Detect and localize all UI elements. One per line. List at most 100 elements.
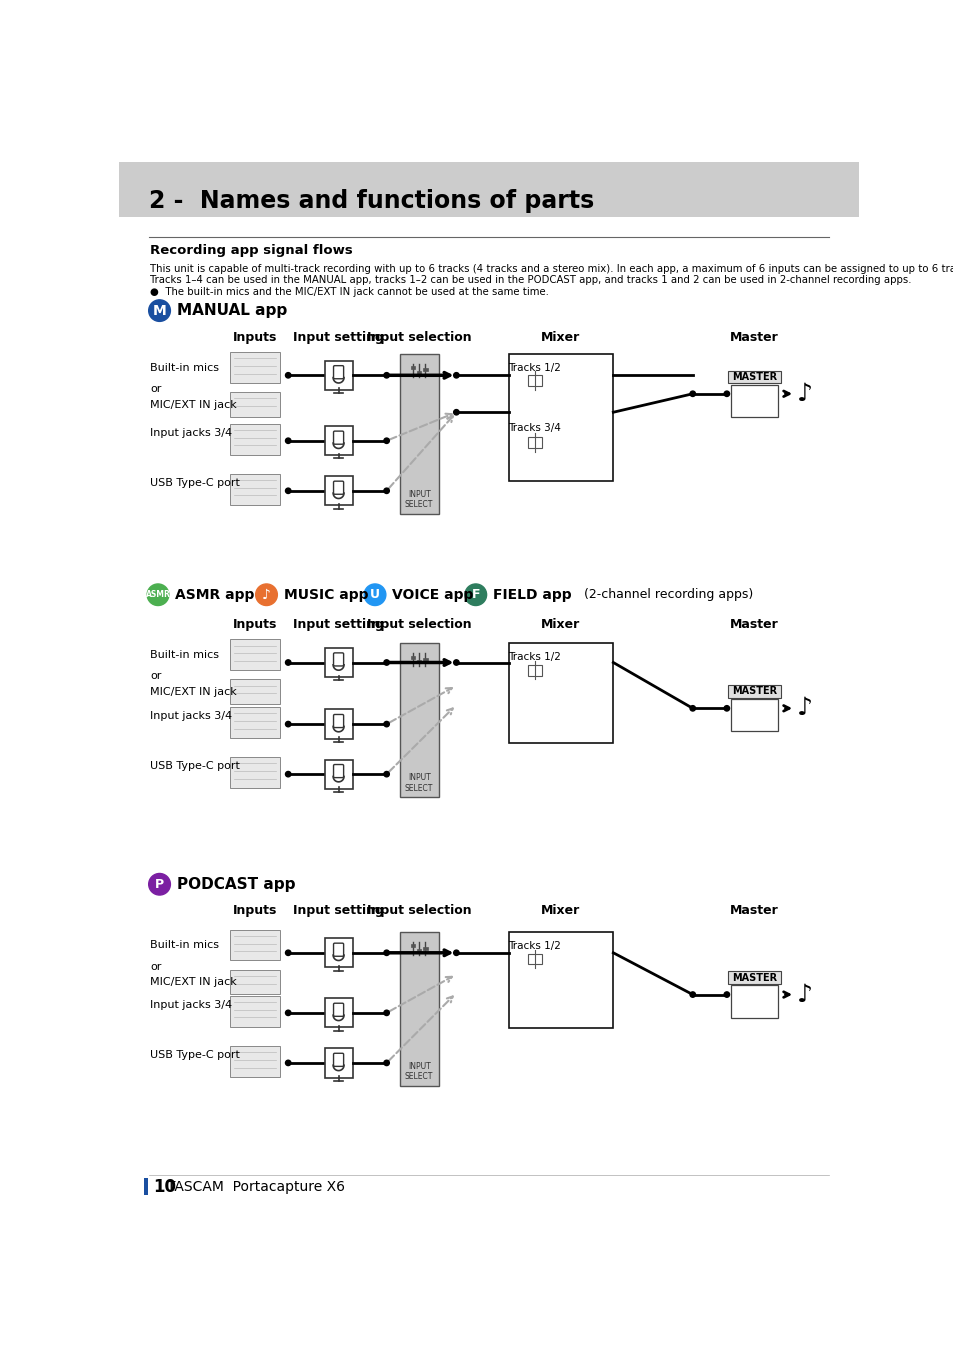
Bar [230, 757, 280, 788]
Bar [508, 931, 613, 1029]
Text: Recording app signal flows: Recording app signal flows [150, 244, 353, 256]
Text: Tracks 1/2: Tracks 1/2 [508, 363, 560, 373]
Circle shape [285, 489, 291, 494]
FancyBboxPatch shape [334, 944, 343, 956]
FancyBboxPatch shape [334, 1053, 343, 1066]
Text: INPUT
SELECT: INPUT SELECT [405, 774, 433, 792]
Bar [230, 393, 280, 417]
Circle shape [383, 373, 389, 378]
Text: ♪: ♪ [262, 587, 271, 602]
Bar [422, 657, 427, 661]
Text: 2 -  Names and functions of parts: 2 - Names and functions of parts [149, 189, 594, 212]
Text: MIC/EXT IN jack: MIC/EXT IN jack [150, 687, 236, 697]
Text: ASMR app: ASMR app [174, 587, 254, 602]
Text: or: or [150, 385, 161, 394]
FancyBboxPatch shape [334, 481, 343, 494]
Text: Built-in mics: Built-in mics [150, 940, 219, 950]
Text: Input jacks 3/4: Input jacks 3/4 [150, 1000, 233, 1010]
Bar [728, 972, 781, 984]
Circle shape [383, 660, 389, 666]
Bar [230, 424, 280, 455]
Circle shape [723, 706, 729, 711]
Text: Mixer: Mixer [540, 618, 580, 630]
Circle shape [689, 392, 695, 397]
Circle shape [147, 585, 169, 606]
Text: Mixer: Mixer [540, 331, 580, 344]
Circle shape [723, 992, 729, 998]
FancyBboxPatch shape [334, 714, 343, 728]
Bar [399, 354, 438, 514]
Circle shape [464, 585, 486, 606]
Text: Master: Master [730, 331, 779, 344]
Text: INPUT
SELECT: INPUT SELECT [405, 490, 433, 509]
Circle shape [383, 1010, 389, 1015]
Circle shape [285, 373, 291, 378]
Text: Input setting: Input setting [293, 331, 384, 344]
Text: M: M [152, 304, 166, 317]
Bar [230, 707, 280, 738]
Circle shape [383, 437, 389, 443]
Text: Tracks 1/2: Tracks 1/2 [508, 941, 560, 952]
Circle shape [383, 489, 389, 494]
Circle shape [285, 1010, 291, 1015]
Circle shape [149, 873, 171, 895]
Text: Input selection: Input selection [367, 904, 471, 917]
FancyBboxPatch shape [334, 431, 343, 444]
Circle shape [364, 585, 385, 606]
Bar [230, 969, 280, 995]
Circle shape [383, 721, 389, 726]
FancyBboxPatch shape [334, 653, 343, 666]
Circle shape [454, 373, 458, 378]
Text: Input selection: Input selection [367, 618, 471, 630]
Bar [230, 996, 280, 1027]
Text: FIELD app: FIELD app [493, 587, 571, 602]
Bar [324, 998, 353, 1027]
Bar [324, 648, 353, 678]
Bar [508, 354, 613, 481]
Text: Tracks 3/4: Tracks 3/4 [508, 424, 560, 433]
Text: TASCAM  Portacapture X6: TASCAM Portacapture X6 [167, 1180, 345, 1193]
Bar [230, 1046, 280, 1077]
Text: Built-in mics: Built-in mics [150, 363, 219, 373]
Circle shape [383, 950, 389, 956]
Circle shape [285, 950, 291, 956]
Bar [508, 643, 613, 744]
Text: PODCAST app: PODCAST app [176, 876, 294, 892]
Circle shape [149, 300, 171, 321]
FancyBboxPatch shape [334, 366, 343, 379]
FancyBboxPatch shape [334, 764, 343, 778]
Bar [731, 986, 778, 1018]
Bar [144, 1179, 148, 1195]
Text: Input jacks 3/4: Input jacks 3/4 [150, 428, 233, 437]
Circle shape [454, 660, 458, 666]
Text: MASTER: MASTER [731, 371, 777, 382]
Text: MASTER: MASTER [731, 972, 777, 983]
Circle shape [454, 950, 458, 956]
Bar [731, 699, 778, 732]
Text: ●  The built-in mics and the MIC/EXT IN jack cannot be used at the same time.: ● The built-in mics and the MIC/EXT IN j… [150, 286, 549, 297]
Bar [527, 953, 541, 964]
Text: MANUAL app: MANUAL app [176, 304, 287, 319]
Text: USB Type-C port: USB Type-C port [150, 761, 240, 771]
Circle shape [285, 721, 291, 726]
Bar [422, 946, 427, 949]
Text: Input selection: Input selection [367, 331, 471, 344]
Circle shape [285, 437, 291, 443]
Text: F: F [471, 589, 479, 601]
Text: U: U [370, 589, 379, 601]
Text: MASTER: MASTER [731, 686, 777, 697]
Text: INPUT
SELECT: INPUT SELECT [405, 1062, 433, 1081]
Text: or: or [150, 671, 161, 682]
Circle shape [689, 706, 695, 711]
Bar [324, 760, 353, 788]
Text: Tracks 1/2: Tracks 1/2 [508, 652, 560, 663]
Circle shape [689, 992, 695, 998]
Text: Inputs: Inputs [233, 904, 276, 917]
Text: Inputs: Inputs [233, 618, 276, 630]
Text: ♪: ♪ [796, 697, 812, 721]
Bar [527, 375, 541, 386]
Text: Mixer: Mixer [540, 904, 580, 917]
Text: ♪: ♪ [796, 382, 812, 406]
Circle shape [255, 585, 277, 606]
Bar [230, 474, 280, 505]
